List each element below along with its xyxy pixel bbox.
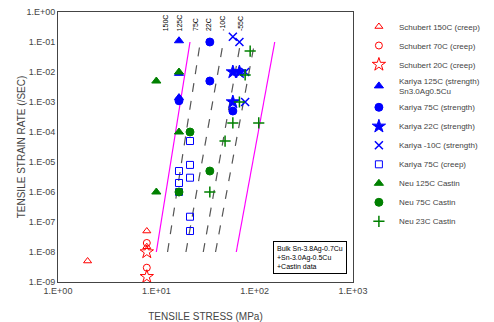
svg-text:1.E-04: 1.E-04: [29, 127, 56, 137]
svg-text:1.E-02: 1.E-02: [29, 67, 56, 77]
svg-text:1.E+01: 1.E+01: [142, 286, 171, 296]
svg-text:1.E+02: 1.E+02: [240, 286, 269, 296]
svg-text:1.E-09: 1.E-09: [29, 277, 56, 287]
svg-text:1.E-01: 1.E-01: [29, 37, 56, 47]
svg-text:1.E-03: 1.E-03: [29, 97, 56, 107]
svg-text:TENSILE STRESS (MPa): TENSILE STRESS (MPa): [148, 311, 262, 322]
svg-text:22C: 22C: [205, 18, 212, 31]
svg-text:1.E-06: 1.E-06: [29, 187, 56, 197]
svg-text:1.E-08: 1.E-08: [29, 247, 56, 257]
svg-text:Kariya -10C (strength): Kariya -10C (strength): [399, 141, 478, 150]
svg-text:125C: 125C: [176, 15, 183, 32]
svg-text:Kariya 75C (strength): Kariya 75C (strength): [399, 103, 475, 112]
svg-text:1.E-05: 1.E-05: [29, 157, 56, 167]
svg-text:150C: 150C: [162, 15, 169, 32]
svg-text:Neu 125C Castin: Neu 125C Castin: [399, 179, 460, 188]
svg-text:Schubert 150C (creep): Schubert 150C (creep): [399, 23, 480, 32]
svg-text:Neu 23C Castin: Neu 23C Castin: [399, 217, 455, 226]
svg-text:TENSILE STRAIN RATE (/SEC): TENSILE STRAIN RATE (/SEC): [16, 76, 27, 219]
svg-text:Neu 75C Castin: Neu 75C Castin: [399, 198, 455, 207]
svg-text:Kariya 75C (creep): Kariya 75C (creep): [399, 160, 466, 169]
svg-text:1.E-07: 1.E-07: [29, 217, 56, 227]
svg-text:Schubert 70C (creep): Schubert 70C (creep): [399, 42, 476, 51]
svg-text:-55C: -55C: [237, 16, 244, 31]
svg-text:Kariya 22C (strength): Kariya 22C (strength): [399, 122, 475, 131]
svg-text:Schubert 20C (creep): Schubert 20C (creep): [399, 61, 476, 70]
svg-text:1.E+03: 1.E+03: [339, 286, 368, 296]
svg-text:1.E+00: 1.E+00: [44, 286, 73, 296]
svg-text:75C: 75C: [192, 18, 199, 31]
svg-text:-10C: -10C: [219, 16, 226, 31]
svg-text:Bulk Sn-3.8Ag-0.7Cu+Sn-3.0Ag-0: Bulk Sn-3.8Ag-0.7Cu+Sn-3.0Ag-0.5Cu+Casti…: [277, 245, 343, 270]
svg-text:Kariya 125C (strength)Sn3.0Ag0: Kariya 125C (strength)Sn3.0Ag0.5Cu: [399, 77, 480, 96]
svg-text:1.E+00: 1.E+00: [26, 7, 55, 17]
